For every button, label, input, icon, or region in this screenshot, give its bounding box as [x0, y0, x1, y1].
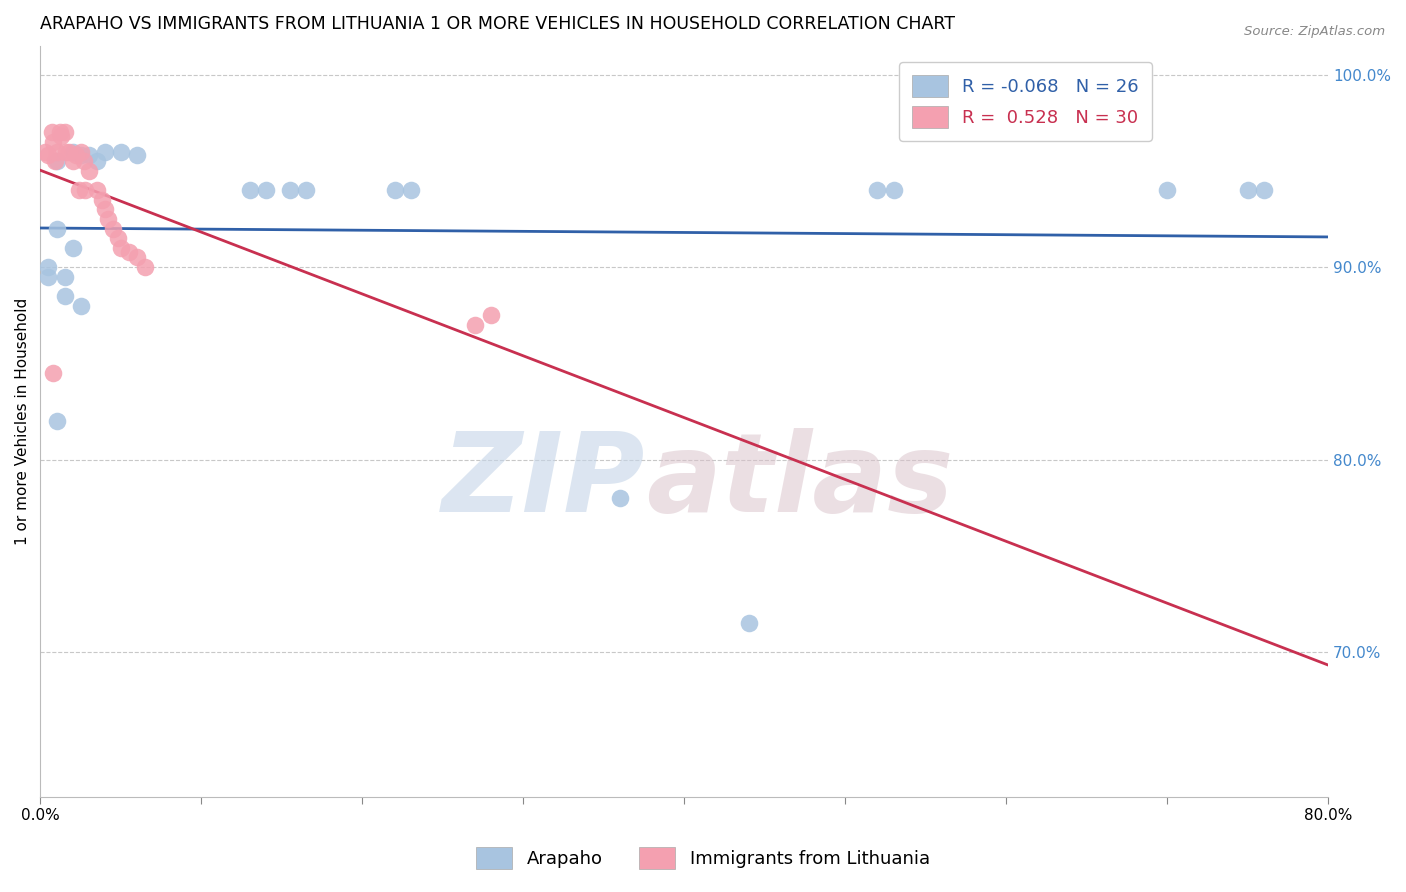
Point	[384, 183, 406, 197]
Point	[1253, 183, 1275, 197]
Point	[97, 211, 120, 226]
Point	[75, 183, 97, 197]
Point	[118, 244, 141, 259]
Point	[69, 148, 91, 162]
Point	[62, 145, 84, 159]
Point	[101, 221, 124, 235]
Point	[125, 251, 148, 265]
Point	[90, 193, 112, 207]
Point	[45, 145, 67, 159]
Legend: R = -0.068   N = 26, R =  0.528   N = 30: R = -0.068 N = 26, R = 0.528 N = 30	[900, 62, 1152, 141]
Point	[73, 154, 96, 169]
Point	[883, 183, 905, 197]
Point	[609, 491, 631, 506]
Point	[295, 183, 318, 197]
Point	[45, 221, 67, 235]
Point	[48, 125, 70, 139]
Point	[53, 289, 76, 303]
Point	[77, 148, 100, 162]
Point	[65, 148, 87, 162]
Point	[1236, 183, 1258, 197]
Point	[866, 183, 889, 197]
Point	[62, 241, 84, 255]
Point	[44, 154, 66, 169]
Point	[41, 125, 63, 139]
Point	[107, 231, 129, 245]
Point	[45, 154, 67, 169]
Point	[94, 202, 117, 217]
Point	[1156, 183, 1178, 197]
Point	[53, 125, 76, 139]
Point	[239, 183, 262, 197]
Point	[464, 318, 486, 332]
Point	[86, 183, 108, 197]
Point	[58, 145, 80, 159]
Point	[134, 260, 156, 274]
Point	[62, 154, 84, 169]
Text: Source: ZipAtlas.com: Source: ZipAtlas.com	[1244, 25, 1385, 38]
Point	[86, 154, 108, 169]
Point	[37, 260, 59, 274]
Point	[37, 148, 59, 162]
Legend: Arapaho, Immigrants from Lithuania: Arapaho, Immigrants from Lithuania	[467, 838, 939, 879]
Point	[37, 269, 59, 284]
Point	[45, 414, 67, 428]
Point	[254, 183, 277, 197]
Point	[125, 148, 148, 162]
Text: ZIP: ZIP	[441, 428, 645, 534]
Y-axis label: 1 or more Vehicles in Household: 1 or more Vehicles in Household	[15, 298, 30, 545]
Point	[42, 135, 65, 149]
Point	[67, 183, 90, 197]
Point	[1043, 125, 1066, 139]
Point	[479, 308, 502, 322]
Point	[110, 241, 132, 255]
Point	[42, 366, 65, 380]
Point	[77, 164, 100, 178]
Text: atlas: atlas	[645, 428, 953, 534]
Point	[69, 145, 91, 159]
Text: ARAPAHO VS IMMIGRANTS FROM LITHUANIA 1 OR MORE VEHICLES IN HOUSEHOLD CORRELATION: ARAPAHO VS IMMIGRANTS FROM LITHUANIA 1 O…	[41, 15, 956, 33]
Point	[51, 129, 73, 144]
Point	[53, 269, 76, 284]
Point	[737, 616, 759, 631]
Point	[55, 145, 77, 159]
Point	[94, 145, 117, 159]
Point	[399, 183, 422, 197]
Point	[69, 299, 91, 313]
Point	[34, 145, 56, 159]
Point	[110, 145, 132, 159]
Point	[278, 183, 301, 197]
